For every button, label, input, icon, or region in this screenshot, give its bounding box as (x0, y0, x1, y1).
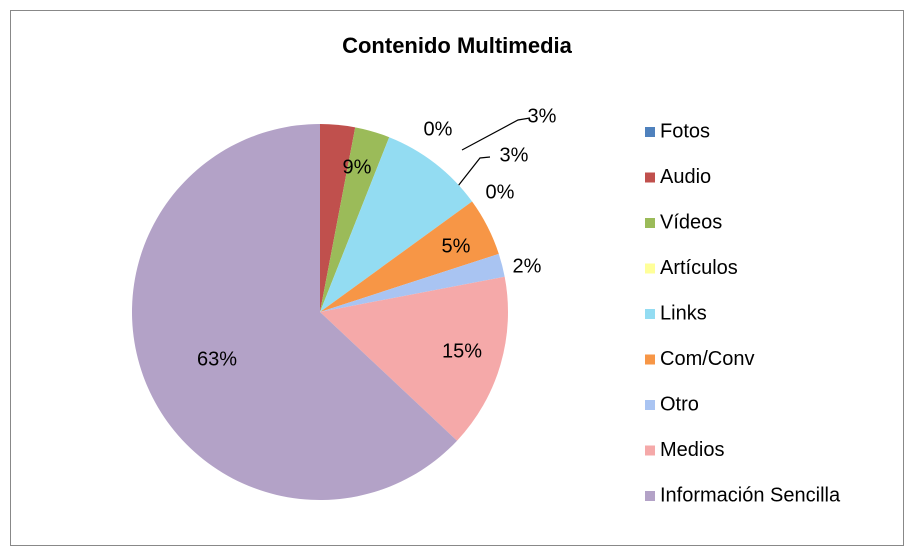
data-label: 2% (513, 255, 542, 277)
legend-label: Vídeos (660, 211, 722, 233)
data-label: 0% (424, 118, 453, 140)
legend-label: Otro (660, 393, 699, 415)
leader-line (457, 156, 491, 187)
legend-swatch (645, 172, 655, 183)
data-label: 0% (486, 181, 515, 203)
legend-swatch (645, 309, 655, 319)
pie-slice (320, 127, 390, 313)
legend-label: Artículos (660, 257, 738, 279)
legend-label: Links (660, 302, 707, 324)
data-label: 15% (442, 340, 482, 362)
legend-label: Medios (660, 439, 724, 461)
legend-label: Com/Conv (660, 348, 754, 370)
legend-swatch (645, 127, 655, 137)
pie-slice (320, 201, 499, 312)
legend-swatch (645, 218, 655, 228)
legend-label: Audio (660, 166, 711, 188)
legend-swatch (645, 445, 655, 456)
chart-title: Contenido Multimedia (342, 33, 573, 58)
data-label: 63% (197, 348, 237, 370)
data-label: 3% (500, 144, 529, 166)
pie-slice (131, 124, 458, 500)
pie-slice (320, 124, 356, 312)
pie-slice (320, 253, 505, 312)
legend-label: Fotos (660, 120, 710, 142)
data-label: 5% (442, 235, 471, 257)
legend-swatch (645, 354, 655, 365)
legend-swatch (645, 491, 655, 501)
legend-swatch (645, 263, 655, 274)
legend-swatch (645, 400, 655, 410)
pie-slice (320, 276, 508, 441)
legend-label: Información Sencilla (660, 484, 841, 506)
pie-slice (320, 137, 473, 312)
data-label: 9% (343, 156, 372, 178)
leader-line (461, 117, 531, 151)
data-label: 3% (528, 105, 557, 127)
